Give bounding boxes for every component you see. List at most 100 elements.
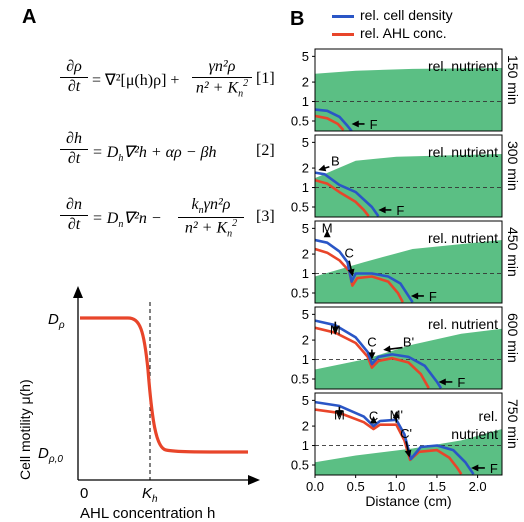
nutrient-label: rel. nutrient — [428, 316, 498, 332]
eq3-rhs-d: = D — [92, 210, 119, 227]
panel-b-letter: B — [290, 8, 305, 30]
motility-curve — [80, 316, 249, 454]
legend: rel. cell density rel. AHL conc. — [332, 7, 522, 44]
eq2-rhs-rest: ∇²h + αρ − βh — [123, 144, 217, 161]
motility-xtick-zero: 0 — [80, 485, 88, 502]
time-label: 300 min — [505, 141, 521, 191]
legend-label-ahl: rel. AHL conc. — [360, 25, 447, 41]
annotation-arrow-head — [318, 164, 327, 172]
annotation-arrow-head — [335, 410, 343, 418]
annotation-label: F — [396, 203, 404, 218]
eq2-rhs-sub: h — [118, 153, 124, 165]
annotation-arrow-head — [370, 416, 378, 424]
motility-ytick-high: Dρ — [48, 311, 65, 331]
eq1-rhs-pre: = ∇²[μ(h)ρ] + — [92, 72, 180, 89]
xtick-label: 0.5 — [347, 479, 365, 494]
density-curve — [315, 108, 353, 131]
row-frame — [314, 306, 503, 390]
legend-swatch-ahl — [332, 33, 354, 36]
eq3-fraction-denominator: n² + K — [184, 219, 228, 237]
eq2-number: [2] — [256, 142, 275, 159]
x-axis-label: Distance (cm) — [365, 493, 451, 509]
annotation-arrow-head — [323, 230, 331, 238]
row-frame — [314, 134, 503, 218]
ytick-label: 0.5 — [291, 113, 309, 128]
row-plot-area — [315, 319, 502, 389]
row-frame — [314, 220, 503, 304]
row-frame — [314, 48, 503, 132]
eq1-den-sub: n — [238, 88, 244, 100]
annotation-label: C' — [400, 426, 412, 441]
annotation-label: C — [367, 335, 376, 350]
motility-x-arrow — [248, 475, 260, 485]
annotation-arrow-head — [378, 206, 386, 214]
ytick-label: 1 — [302, 438, 309, 453]
ytick-label: 0.5 — [291, 199, 309, 214]
eq3-lhs-numerator: ∂n — [66, 196, 82, 213]
ahl-curve — [315, 326, 430, 389]
ytick-label: 5 — [302, 307, 309, 322]
density-curve — [315, 171, 380, 217]
density-curve — [315, 400, 475, 475]
motility-ytick-low: Dρ,0 — [38, 445, 63, 465]
eq3-num-sub: n — [198, 205, 204, 217]
eq3-den-sup: 2 — [232, 218, 238, 230]
motility-plot: Dρ Dρ,0 Cell motility μ(h) 0 Kh AHL conc… — [17, 286, 260, 522]
ahl-curve — [315, 114, 345, 131]
annotation-label: M — [322, 220, 333, 235]
xtick-label: 2.0 — [469, 479, 487, 494]
ytick-label: 1 — [302, 352, 309, 367]
equation-1: ∂ρ ∂t = ∇²[μ(h)ρ] + γn²ρ n² + Kn2 [1] — [60, 58, 280, 110]
row-plot-area — [315, 68, 502, 131]
annotation-label: C — [344, 246, 353, 261]
nutrient-area — [315, 328, 502, 389]
equation-3: ∂n ∂t = Dn∇²n − knγn²ρ n² + Kn2 [3] — [60, 196, 280, 248]
eq2-rhs-d: = D — [92, 144, 119, 161]
eq1-fraction-denominator: n² + K — [195, 79, 239, 97]
annotation-label: F — [370, 117, 378, 132]
annotation-arrow-head — [347, 268, 355, 277]
annotation-label: F — [429, 289, 437, 304]
motility-ylabel: Cell motility μ(h) — [17, 379, 33, 480]
ytick-label: 5 — [302, 135, 309, 150]
ahl-curve — [315, 178, 370, 217]
nutrient-label: rel. nutrient — [428, 58, 498, 74]
row-plot-area — [315, 154, 502, 217]
ahl-curve — [315, 408, 463, 475]
annotation-arrow-head — [331, 326, 339, 334]
motility-xtick-kh: Kh — [142, 485, 158, 505]
ytick-label: 5 — [302, 221, 309, 236]
density-curve — [315, 319, 443, 389]
xtick-label: 1.0 — [387, 479, 405, 494]
nutrient-label-line1: rel. — [479, 408, 498, 424]
ytick-label: 1 — [302, 266, 309, 281]
nutrient-area — [315, 68, 502, 131]
ytick-label: 2 — [302, 247, 309, 262]
annotation-label: F — [490, 461, 498, 476]
eq1-number: [1] — [256, 70, 275, 87]
row-plot-area — [315, 238, 502, 303]
ytick-label: 0.5 — [291, 457, 309, 472]
eq3-fraction-numerator-k: k — [191, 196, 199, 213]
equation-2: ∂h ∂t = Dh∇²h + αρ − βh [2] — [60, 130, 280, 178]
ytick-label: 2 — [302, 161, 309, 176]
panel-b-row-3: 5 2 1 0.5 rel. nutrient 450 min MC F — [291, 220, 521, 304]
eq3-rhs-sub: n — [118, 219, 124, 231]
legend-label-density: rel. cell density — [360, 7, 453, 23]
eq3-fraction-numerator-rest: γn²ρ — [203, 196, 231, 213]
eq3-number: [3] — [256, 208, 275, 225]
ytick-label: 2 — [302, 333, 309, 348]
density-curve — [315, 238, 414, 303]
nutrient-label-line2: nutrient — [451, 426, 498, 442]
annotation-arrow-head — [471, 464, 479, 472]
annotation-arrow-line — [388, 346, 403, 351]
eq1-lhs-numerator: ∂ρ — [66, 58, 82, 75]
ytick-label: 0.5 — [291, 371, 309, 386]
ytick-label: 0.5 — [291, 285, 309, 300]
annotation-label: F — [457, 375, 465, 390]
eq3-lhs-denominator: ∂t — [67, 216, 81, 233]
ytick-label: 5 — [302, 49, 309, 64]
nutrient-label: rel. nutrient — [428, 144, 498, 160]
